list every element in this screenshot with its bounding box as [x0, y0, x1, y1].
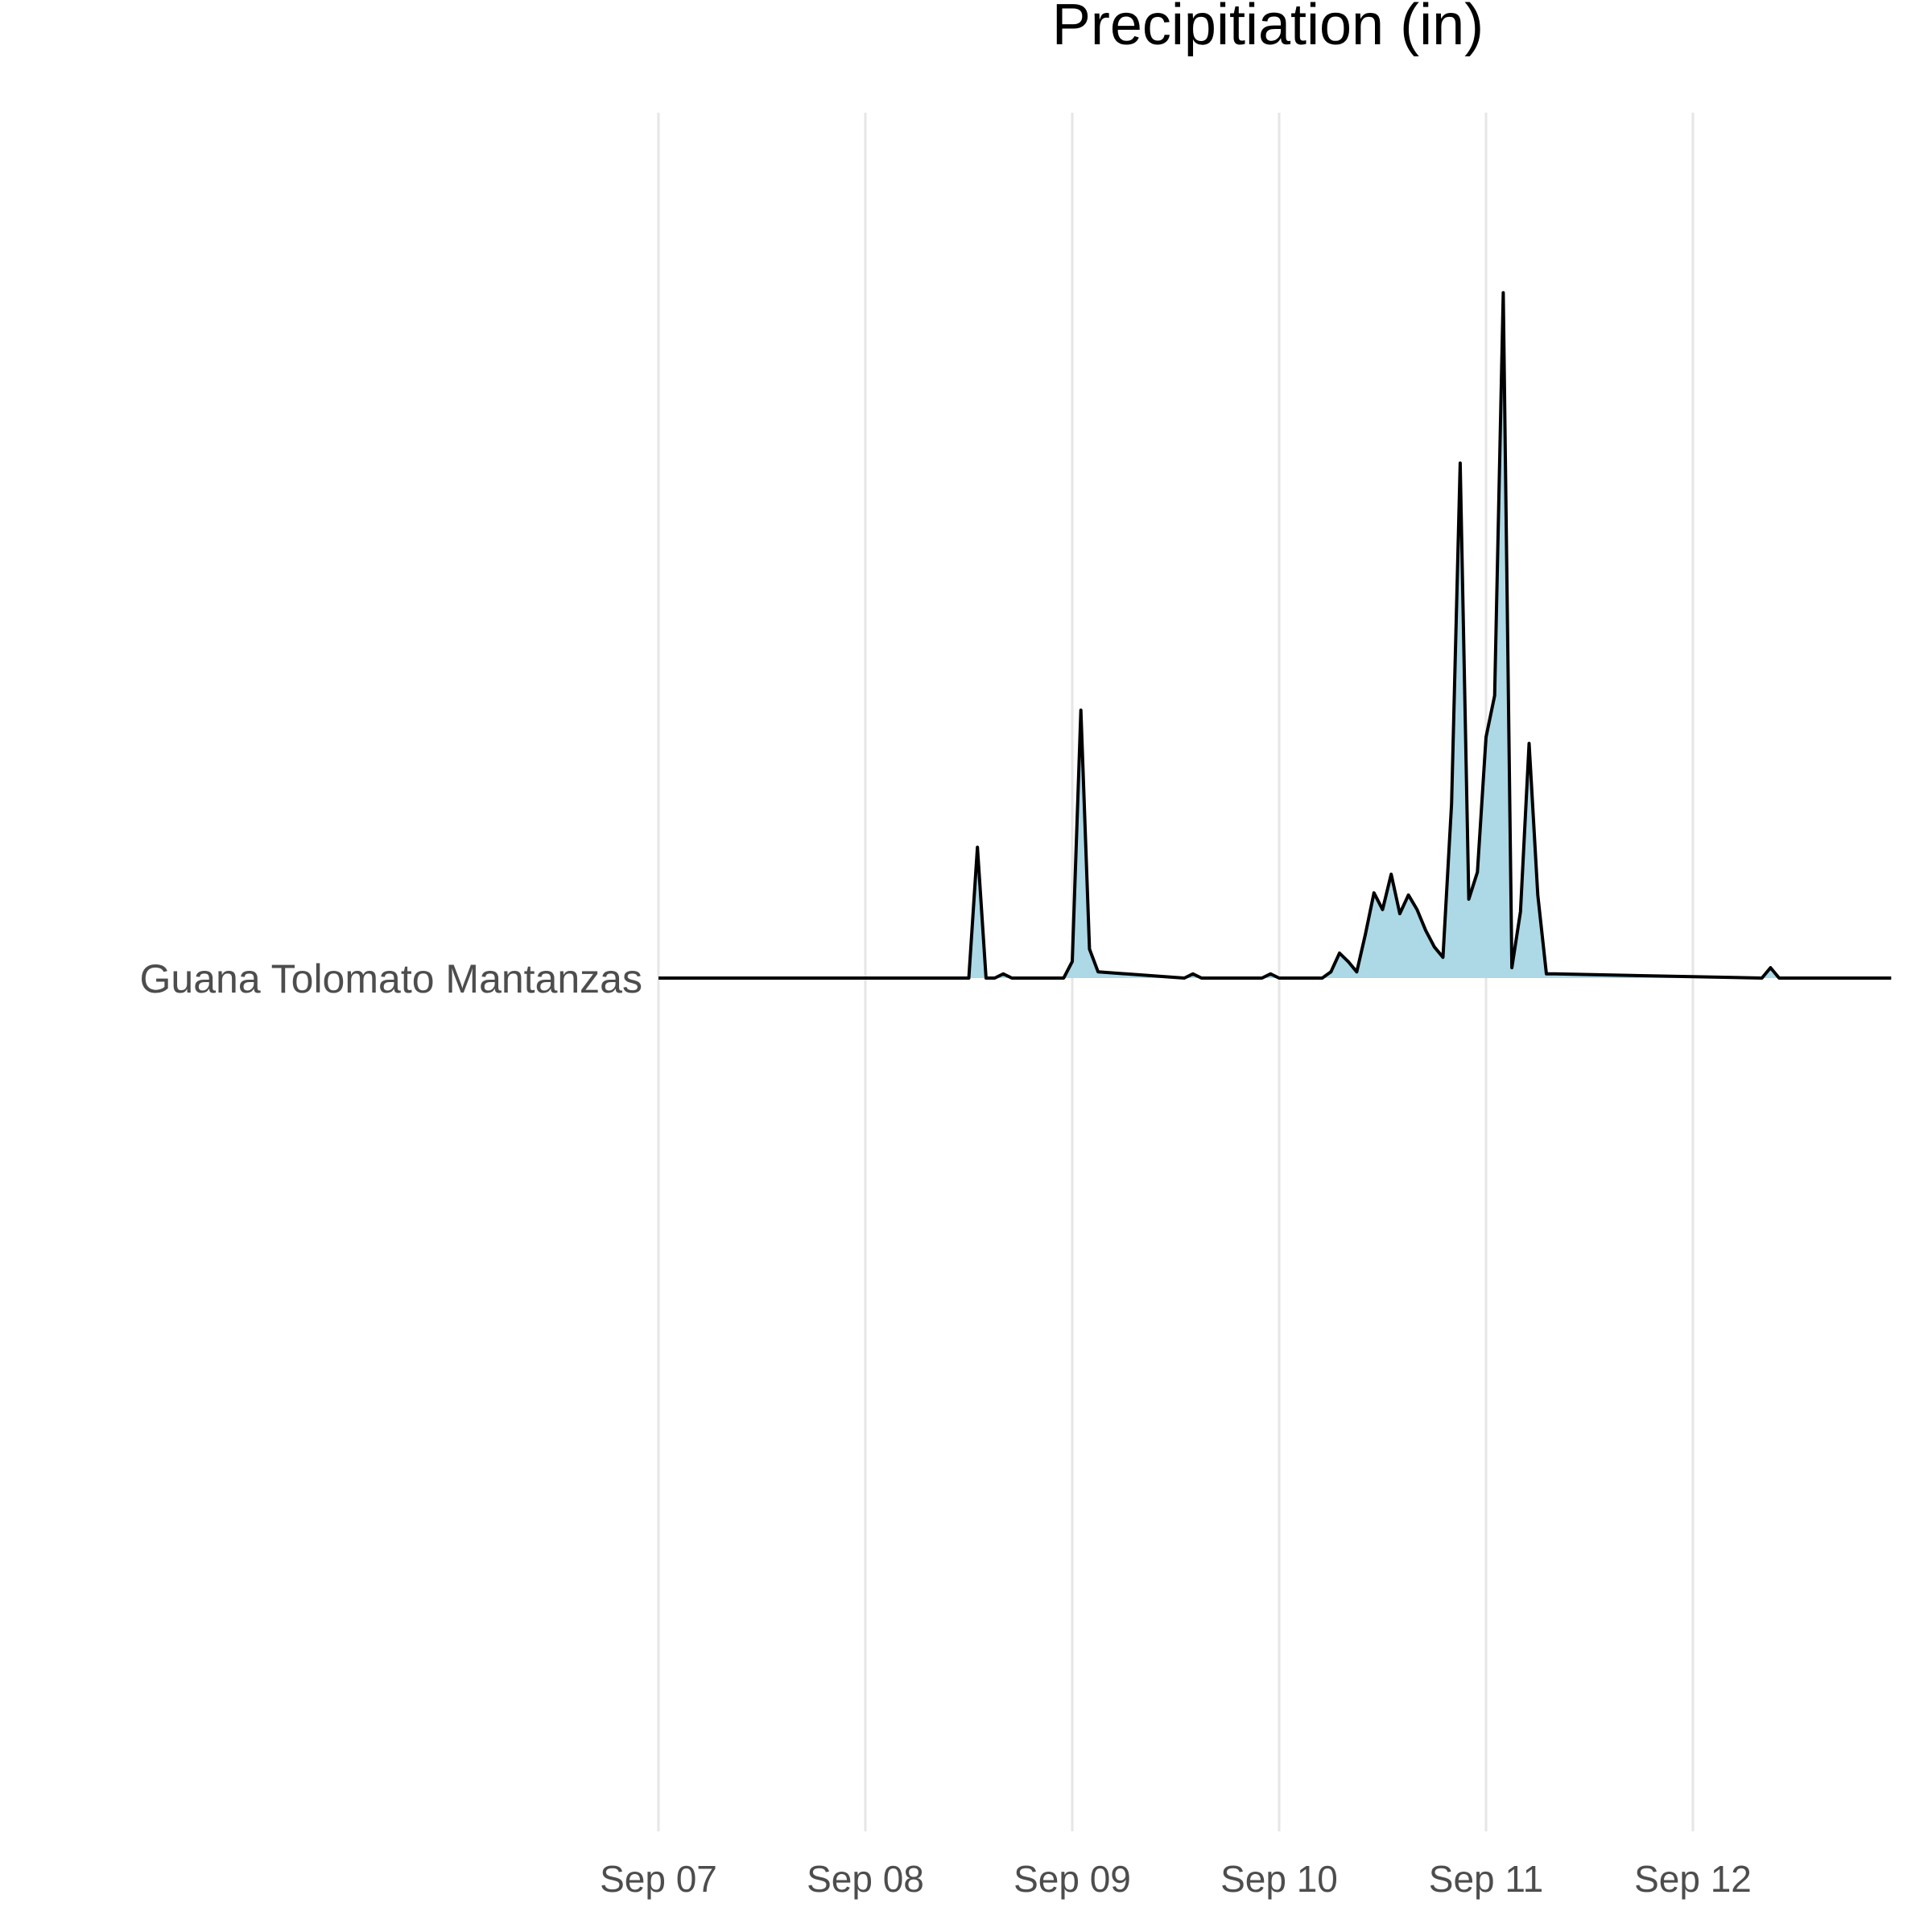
x-tick-label: Sep 10: [1220, 1858, 1338, 1900]
x-tick-label: Sep 08: [807, 1858, 924, 1900]
x-tick-label: Sep 07: [600, 1858, 717, 1900]
x-axis-tick-labels: Sep 07 Sep 08 Sep 09 Sep 10 Sep 11 Sep 12: [600, 1858, 1752, 1900]
x-tick-label: Sep 12: [1634, 1858, 1752, 1900]
x-tick-label: Sep 11: [1429, 1858, 1543, 1900]
x-tick-label: Sep 09: [1013, 1858, 1131, 1900]
y-axis-category-labels: Guana Tolomato Mantanzas: [140, 956, 642, 1001]
chart-title: Precipitiation (in): [1052, 0, 1484, 57]
ridgeline-plot: [658, 291, 1892, 980]
category-label: Guana Tolomato Mantanzas: [140, 956, 642, 1001]
series-area-fill: [658, 292, 1892, 979]
series-line: [658, 291, 1892, 980]
